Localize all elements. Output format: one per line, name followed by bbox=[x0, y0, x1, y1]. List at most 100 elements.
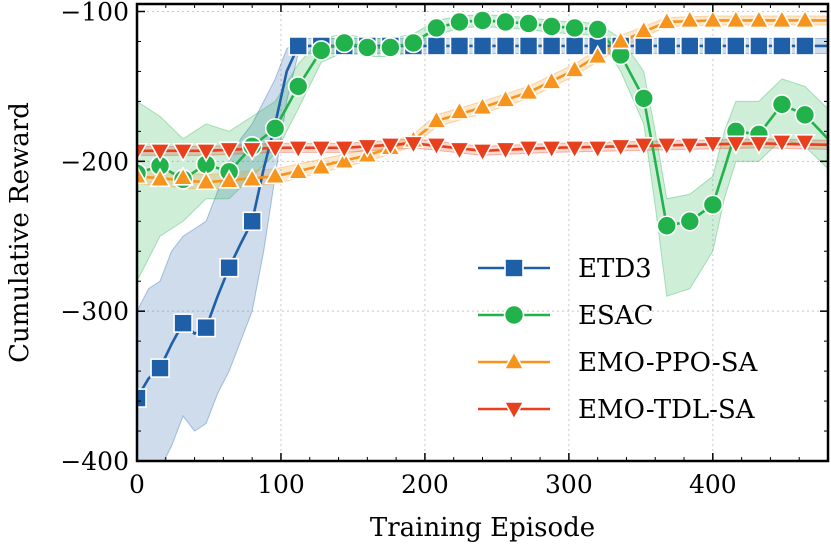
point-esac bbox=[264, 118, 286, 139]
point-emo-ppo-sa bbox=[287, 160, 310, 180]
point-etd3 bbox=[449, 36, 470, 56]
point-emo-ppo-sa bbox=[586, 44, 609, 65]
point-emo-tdl-sa bbox=[517, 140, 540, 160]
point-esac bbox=[702, 194, 724, 216]
point-esac bbox=[449, 11, 470, 33]
point-emo-ppo-sa bbox=[172, 166, 194, 186]
point-etd3 bbox=[219, 257, 239, 278]
point-emo-tdl-sa bbox=[137, 143, 148, 163]
point-etd3 bbox=[242, 211, 262, 232]
point-etd3 bbox=[726, 36, 746, 56]
y-tick-label: −200 bbox=[60, 147, 129, 176]
point-emo-tdl-sa bbox=[264, 140, 287, 160]
point-emo-tdl-sa bbox=[448, 141, 471, 161]
point-emo-tdl-sa bbox=[379, 137, 402, 157]
point-esac bbox=[771, 94, 793, 115]
point-emo-tdl-sa bbox=[586, 140, 609, 160]
point-emo-tdl-sa bbox=[310, 140, 333, 160]
point-emo-tdl-sa bbox=[678, 137, 701, 157]
point-emo-ppo-sa bbox=[448, 100, 471, 120]
point-emo-ppo-sa bbox=[701, 8, 724, 29]
point-emo-ppo-sa bbox=[425, 109, 448, 129]
point-emo-ppo-sa bbox=[471, 95, 494, 116]
band-etd3 bbox=[137, 37, 828, 461]
point-etd3 bbox=[137, 388, 147, 408]
point-emo-ppo-sa bbox=[333, 149, 356, 170]
point-etd3 bbox=[426, 36, 447, 56]
series-markers bbox=[137, 8, 816, 408]
point-esac bbox=[656, 215, 678, 237]
x-axis-title: Training Episode bbox=[370, 513, 595, 543]
point-emo-ppo-sa bbox=[725, 8, 747, 29]
point-etd3 bbox=[656, 36, 677, 56]
legend-label-esac: ESAC bbox=[578, 301, 653, 331]
legend-label-emo-tdl-sa: EMO-TDL-SA bbox=[578, 395, 756, 425]
point-emo-tdl-sa bbox=[471, 143, 494, 163]
point-emo-ppo-sa bbox=[310, 155, 333, 176]
point-emo-tdl-sa bbox=[748, 135, 770, 155]
point-etd3 bbox=[541, 36, 562, 56]
point-esac bbox=[380, 37, 401, 58]
point-emo-ppo-sa bbox=[137, 164, 148, 185]
point-esac bbox=[564, 17, 585, 39]
point-emo-tdl-sa bbox=[563, 140, 586, 160]
point-emo-tdl-sa bbox=[771, 134, 793, 154]
point-emo-ppo-sa bbox=[678, 8, 701, 29]
point-esac bbox=[426, 17, 447, 39]
point-esac bbox=[357, 37, 378, 58]
point-emo-ppo-sa bbox=[748, 8, 770, 29]
point-emo-tdl-sa bbox=[172, 143, 194, 163]
point-emo-ppo-sa bbox=[563, 58, 586, 78]
legend-label-emo-ppo-sa: EMO-PPO-SA bbox=[578, 348, 759, 378]
point-emo-ppo-sa bbox=[494, 88, 517, 108]
point-esac bbox=[472, 10, 493, 31]
axis-ticks: 0 100 200 300 400 −100 −200 −300 −400 bbox=[60, 0, 829, 499]
point-etd3 bbox=[173, 313, 193, 333]
point-emo-tdl-sa bbox=[333, 140, 356, 160]
point-etd3 bbox=[472, 36, 493, 56]
point-etd3 bbox=[150, 358, 170, 378]
point-esac bbox=[518, 13, 539, 34]
point-emo-ppo-sa bbox=[540, 70, 563, 90]
legend: ETD3 ESAC EMO-PPO-SA EMO-TDL-SA bbox=[478, 254, 759, 425]
point-emo-tdl-sa bbox=[794, 134, 816, 154]
legend-marker-etd3 bbox=[504, 258, 524, 278]
point-emo-tdl-sa bbox=[655, 137, 678, 157]
point-esac bbox=[679, 210, 701, 232]
point-etd3 bbox=[288, 36, 309, 56]
legend-marker-emo-tdl-sa bbox=[503, 401, 525, 421]
point-emo-tdl-sa bbox=[725, 135, 747, 155]
point-emo-tdl-sa bbox=[241, 141, 264, 161]
legend-marker-emo-ppo-sa bbox=[503, 350, 525, 370]
point-emo-tdl-sa bbox=[540, 140, 563, 160]
y-axis-title: Cumulative Reward bbox=[5, 102, 35, 363]
point-emo-ppo-sa bbox=[195, 170, 217, 191]
point-emo-tdl-sa bbox=[701, 135, 724, 155]
point-esac bbox=[794, 104, 816, 126]
x-tick-label: 200 bbox=[401, 470, 449, 499]
point-emo-tdl-sa bbox=[287, 140, 310, 160]
point-etd3 bbox=[749, 36, 769, 56]
point-etd3 bbox=[679, 36, 700, 56]
point-etd3 bbox=[795, 36, 815, 56]
point-emo-ppo-sa bbox=[771, 8, 793, 29]
point-esac bbox=[541, 16, 562, 37]
point-emo-tdl-sa bbox=[425, 137, 448, 157]
legend-label-etd3: ETD3 bbox=[578, 254, 652, 284]
point-esac bbox=[333, 32, 355, 54]
point-emo-ppo-sa bbox=[609, 29, 632, 50]
point-emo-tdl-sa bbox=[149, 143, 171, 163]
point-esac bbox=[495, 11, 516, 33]
point-emo-tdl-sa bbox=[356, 138, 379, 158]
point-emo-ppo-sa bbox=[241, 167, 264, 188]
line-etd3 bbox=[137, 44, 828, 399]
point-esac bbox=[310, 40, 332, 61]
point-etd3 bbox=[703, 36, 723, 56]
point-esac bbox=[403, 32, 424, 54]
point-etd3 bbox=[564, 36, 585, 56]
point-etd3 bbox=[518, 36, 539, 56]
point-etd3 bbox=[495, 36, 516, 56]
point-etd3 bbox=[633, 36, 654, 56]
point-emo-ppo-sa bbox=[794, 8, 816, 29]
